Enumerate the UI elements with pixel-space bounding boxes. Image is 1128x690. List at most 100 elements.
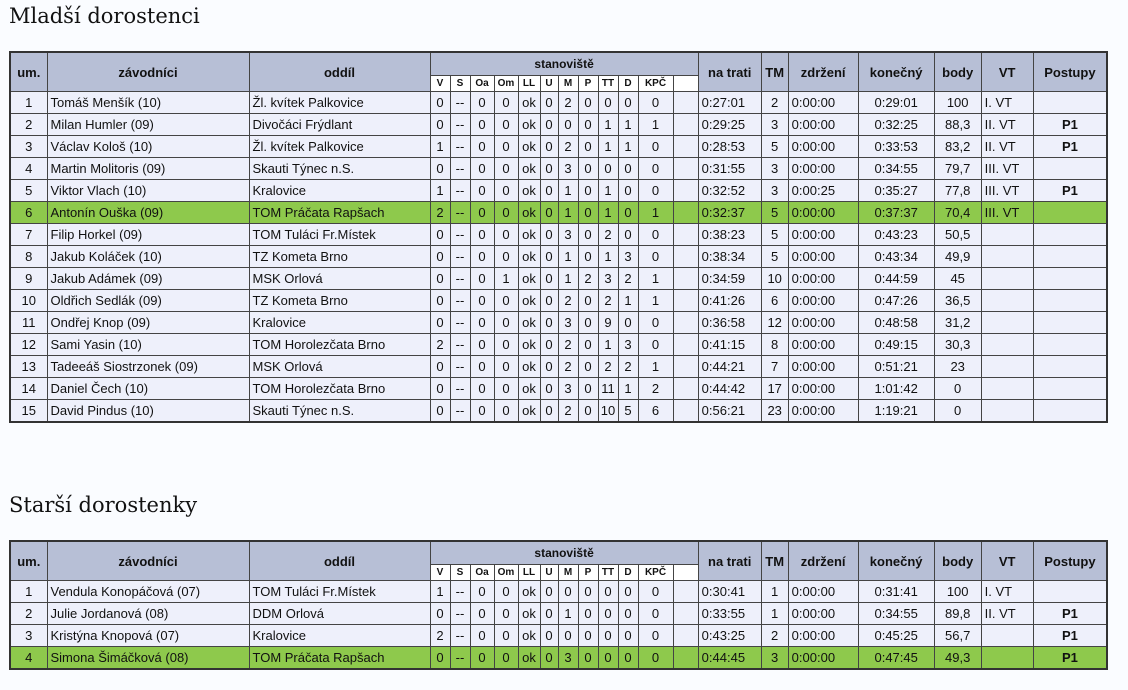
final-time: 0:34:55 [857, 157, 935, 180]
station-result: 1 [637, 289, 674, 312]
column-header: oddíl [248, 540, 431, 581]
station-result: 0 [557, 113, 579, 136]
final-time: 0:31:41 [857, 580, 935, 603]
station-result [672, 377, 699, 400]
station-result: -- [449, 201, 471, 224]
station-result: -- [449, 135, 471, 158]
station-result: 0 [429, 377, 451, 400]
station-result: 0 [577, 399, 599, 423]
station-result: ok [517, 223, 541, 246]
station-result: 0 [469, 135, 495, 158]
penalty: 10 [760, 267, 789, 290]
station-result: 1 [617, 289, 639, 312]
rank: 13 [9, 355, 48, 378]
penalty: 23 [760, 399, 789, 423]
advance: P1 [1032, 646, 1108, 670]
rank: 3 [9, 135, 48, 158]
station-result: 0 [539, 580, 559, 603]
station-result: 6 [637, 399, 674, 423]
station-result: 0 [597, 580, 619, 603]
advance [1032, 377, 1108, 400]
station-result: ok [517, 311, 541, 334]
station-result: 1 [557, 602, 579, 625]
station-result: 1 [429, 135, 451, 158]
station-result: 11 [597, 377, 619, 400]
result-row: 10 Oldřich Sedlák (09) TZ Kometa Brno 0 -- 0 0… [9, 289, 1108, 312]
column-header: závodníci [46, 540, 250, 581]
final-time: 0:48:58 [857, 311, 935, 334]
column-header: závodníci [46, 51, 250, 92]
result-row: 12 Sami Yasin (10) TOM Horolezčata Brno 2 --… [9, 333, 1108, 356]
station-result: 0 [469, 355, 495, 378]
station-result: ok [517, 245, 541, 268]
station-result: -- [449, 179, 471, 202]
delay: 0:00:00 [787, 267, 859, 290]
points: 89,8 [933, 602, 982, 625]
station-result: 0 [429, 399, 451, 423]
club: Kralovice [248, 179, 431, 202]
station-result: ok [517, 399, 541, 423]
points: 23 [933, 355, 982, 378]
station-result: 0 [469, 646, 495, 670]
advance [1032, 201, 1108, 224]
station-result: -- [449, 355, 471, 378]
class: II. VT [980, 602, 1034, 625]
station-result: 0 [493, 580, 519, 603]
station-result: 0 [577, 602, 599, 625]
delay: 0:00:00 [787, 201, 859, 224]
results-table: um. závodníci oddíl stanoviště na trati TM zdr… [9, 540, 1109, 670]
result-row: 2 Milan Humler (09) Divočáci Frýdlant 0 -- 0 0… [9, 113, 1108, 136]
station-result: 0 [577, 624, 599, 647]
station-result: 0 [637, 157, 674, 180]
station-result: 0 [617, 223, 639, 246]
competitor: Tomáš Menšík (10) [46, 91, 250, 114]
points: 100 [933, 91, 982, 114]
station-result: -- [449, 311, 471, 334]
station-result: 9 [597, 311, 619, 334]
station-result: 0 [617, 201, 639, 224]
penalty: 5 [760, 223, 789, 246]
station-result: 3 [597, 267, 619, 290]
station-result: 0 [469, 624, 495, 647]
station-result: ok [517, 580, 541, 603]
column-header: na trati [697, 540, 762, 581]
class [980, 311, 1034, 334]
advance [1032, 157, 1108, 180]
station-header: Oa [469, 75, 495, 92]
points: 0 [933, 399, 982, 423]
points: 100 [933, 580, 982, 603]
station-result: 0 [469, 245, 495, 268]
station-result: -- [449, 157, 471, 180]
class: II. VT [980, 113, 1034, 136]
delay: 0:00:00 [787, 624, 859, 647]
station-result: 0 [577, 377, 599, 400]
station-header: TT [597, 75, 619, 92]
penalty: 7 [760, 355, 789, 378]
station-result: 3 [557, 311, 579, 334]
station-result: 0 [577, 333, 599, 356]
station-result: 2 [429, 333, 451, 356]
rank: 3 [9, 624, 48, 647]
rank: 5 [9, 179, 48, 202]
station-result: -- [449, 267, 471, 290]
time-on-track: 0:30:41 [697, 580, 762, 603]
station-result: 0 [539, 179, 559, 202]
station-header: LL [517, 75, 541, 92]
delay: 0:00:00 [787, 157, 859, 180]
station-result: 2 [617, 355, 639, 378]
station-result: 1 [597, 135, 619, 158]
class [980, 399, 1034, 423]
rank: 4 [9, 646, 48, 670]
competitor: Oldřich Sedlák (09) [46, 289, 250, 312]
station-header: D [617, 75, 639, 92]
time-on-track: 0:38:23 [697, 223, 762, 246]
class [980, 624, 1034, 647]
points: 36,5 [933, 289, 982, 312]
header-row: um. závodníci oddíl stanoviště na trati TM zdr… [9, 540, 1108, 581]
club: TOM Tuláci Fr.Místek [248, 223, 431, 246]
station-result: 0 [539, 311, 559, 334]
competitor: David Pindus (10) [46, 399, 250, 423]
penalty: 6 [760, 289, 789, 312]
station-header [672, 75, 699, 92]
results-table: um. závodníci oddíl stanoviště na trati TM zdr… [9, 51, 1109, 423]
